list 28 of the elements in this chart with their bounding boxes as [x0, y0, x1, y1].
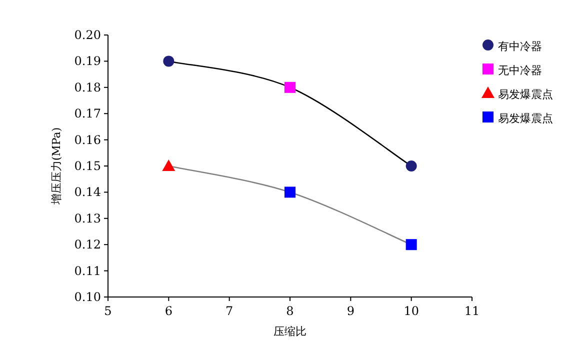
x-axis-title: 压缩比 — [274, 325, 306, 338]
y-tick-label: 0.10 — [74, 290, 101, 304]
x-tick-label: 10 — [404, 304, 419, 318]
x-tick-label: 11 — [464, 304, 480, 318]
y-tick-label: 0.12 — [74, 238, 101, 252]
point — [406, 160, 417, 172]
y-tick-label: 0.15 — [74, 159, 101, 173]
x-tick-label: 8 — [286, 304, 294, 318]
y-tick-label: 0.16 — [74, 132, 101, 147]
y-tick-label: 0.14 — [74, 185, 102, 200]
y-axis-title: 增压压力(MPa) — [50, 127, 63, 206]
y-tick-label: 0.20 — [74, 28, 101, 42]
y-tick-label: 0.18 — [74, 80, 101, 94]
y-tick-label: 0.17 — [74, 106, 101, 121]
x-tick-label: 5 — [104, 304, 112, 318]
x-tick-label: 7 — [226, 304, 234, 318]
legend-label: 有中冷器 — [498, 40, 542, 53]
y-tick-label: 0.11 — [74, 264, 101, 278]
y-tick-label: 0.13 — [74, 211, 101, 226]
x-tick-label: 6 — [164, 304, 172, 318]
point — [406, 239, 417, 250]
legend-label: 易发爆震点 — [498, 112, 553, 125]
y-tick-label: 0.19 — [74, 54, 101, 68]
point — [163, 56, 174, 67]
x-tick-label: 9 — [346, 304, 354, 318]
legend-label: 无中冷器 — [498, 64, 542, 77]
point — [284, 186, 296, 198]
legend-label: 易发爆震点 — [498, 88, 553, 101]
